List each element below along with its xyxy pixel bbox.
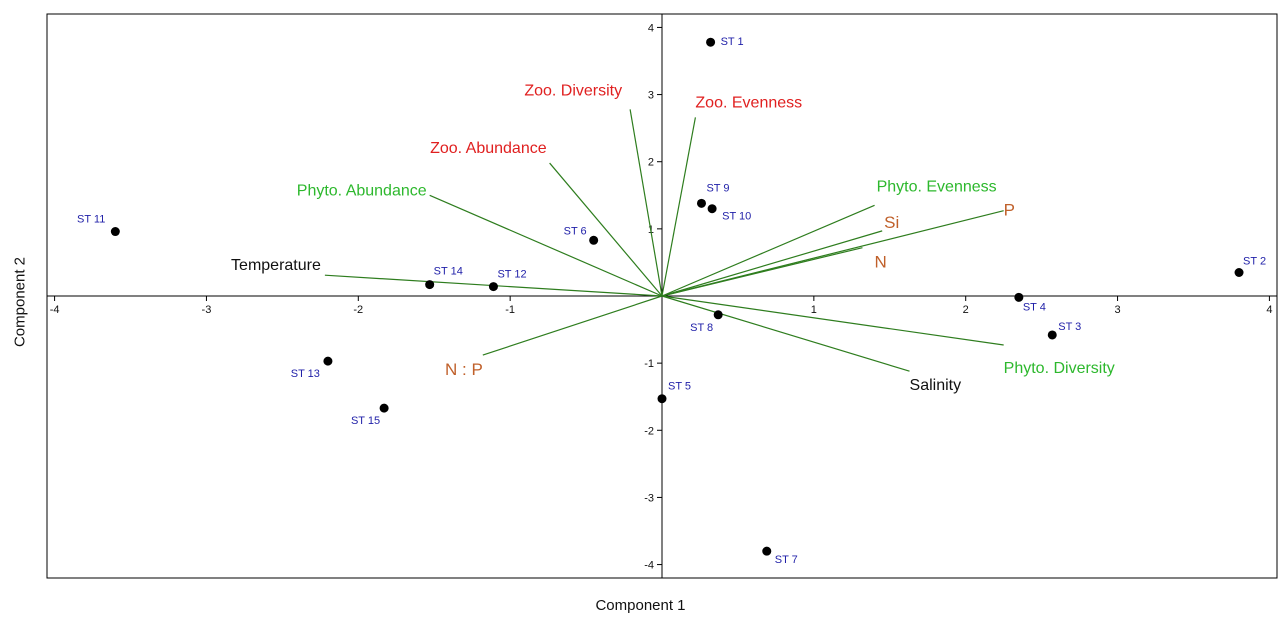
station-point-st-5 bbox=[657, 394, 667, 404]
station-point-st-1 bbox=[706, 37, 716, 47]
station-point-st-6 bbox=[589, 235, 599, 245]
station-point-st-12 bbox=[488, 282, 498, 292]
vector-line-n bbox=[661, 247, 863, 297]
labels-layer: Zoo. Diversity Zoo. Evenness Zoo. Abundanc… bbox=[77, 36, 1266, 566]
points-layer bbox=[110, 37, 1244, 556]
vector-line-zoo-diversity bbox=[629, 109, 663, 297]
station-label-st-6: ST 6 bbox=[564, 225, 587, 237]
x-tick-label: -4 bbox=[50, 304, 60, 316]
station-point-st-15 bbox=[379, 403, 389, 413]
vector-label-phyto-abundance: Phyto. Abundance bbox=[297, 182, 427, 199]
station-label-st-11: ST 11 bbox=[77, 214, 105, 226]
x-tick-label: -1 bbox=[505, 304, 515, 316]
vector-line-phyto-evenness bbox=[661, 204, 875, 297]
station-label-st-5: ST 5 bbox=[668, 381, 691, 393]
station-label-st-8: ST 8 bbox=[690, 322, 713, 334]
vector-label-zoo-evenness: Zoo. Evenness bbox=[695, 94, 802, 111]
vector-line-zoo-abundance bbox=[549, 162, 663, 297]
vector-line-salinity bbox=[661, 295, 910, 372]
station-point-st-8 bbox=[713, 310, 723, 320]
x-tick-label: 1 bbox=[811, 304, 817, 316]
station-label-st-10: ST 10 bbox=[722, 211, 751, 223]
station-label-st-15: ST 15 bbox=[351, 415, 380, 427]
station-point-st-2 bbox=[1234, 268, 1244, 277]
x-tick-label: 3 bbox=[1114, 304, 1120, 316]
station-label-st-1: ST 1 bbox=[721, 36, 744, 48]
x-tick-label: 2 bbox=[963, 304, 969, 316]
station-label-st-3: ST 3 bbox=[1058, 321, 1081, 333]
y-tick-label: 4 bbox=[648, 22, 654, 34]
vector-label-zoo-abundance: Zoo. Abundance bbox=[430, 140, 547, 157]
x-tick-label: 4 bbox=[1266, 304, 1272, 316]
x-axis-title: Component 1 bbox=[595, 597, 686, 614]
vector-label-p: P bbox=[1004, 201, 1015, 220]
station-point-st-10 bbox=[707, 204, 717, 214]
station-point-st-13 bbox=[323, 356, 333, 366]
station-label-st-7: ST 7 bbox=[775, 554, 798, 566]
station-point-st-9 bbox=[696, 198, 706, 208]
y-tick-label: 3 bbox=[648, 90, 654, 102]
station-point-st-7 bbox=[762, 546, 772, 556]
station-point-st-3 bbox=[1047, 330, 1057, 340]
y-tick-label: 2 bbox=[648, 157, 654, 169]
y-axis-title: Component 2 bbox=[11, 256, 29, 348]
vector-line-n-p bbox=[482, 295, 663, 356]
vector-label-si: Si bbox=[884, 213, 899, 232]
vector-label-temperature: Temperature bbox=[231, 257, 321, 274]
vector-line-phyto-diversity bbox=[661, 295, 1004, 346]
x-tick-label: -2 bbox=[353, 304, 363, 316]
y-tick-label: -2 bbox=[644, 425, 654, 437]
vector-line-phyto-abundance bbox=[429, 194, 663, 297]
station-label-st-14: ST 14 bbox=[434, 266, 463, 278]
vector-label-n-p: N : P bbox=[445, 360, 483, 379]
y-tick-label: -4 bbox=[644, 560, 654, 572]
y-tick-label: -1 bbox=[644, 358, 654, 370]
station-point-st-14 bbox=[425, 280, 435, 290]
vector-label-salinity: Salinity bbox=[910, 377, 962, 394]
vector-label-phyto-evenness: Phyto. Evenness bbox=[877, 178, 997, 195]
vector-label-n: N bbox=[874, 253, 886, 272]
vector-label-phyto-diversity: Phyto. Diversity bbox=[1004, 360, 1115, 377]
station-point-st-4 bbox=[1014, 292, 1024, 302]
x-tick-label: -3 bbox=[202, 304, 212, 316]
station-label-st-2: ST 2 bbox=[1243, 256, 1266, 268]
station-point-st-11 bbox=[110, 227, 120, 237]
vector-line-zoo-evenness bbox=[661, 117, 696, 297]
vector-line-si bbox=[661, 230, 883, 297]
station-label-st-4: ST 4 bbox=[1023, 301, 1046, 313]
station-label-st-13: ST 13 bbox=[291, 368, 320, 380]
station-label-st-9: ST 9 bbox=[706, 182, 729, 194]
vectors-layer bbox=[324, 109, 1004, 372]
y-tick-label: -3 bbox=[644, 492, 654, 504]
vector-label-zoo-diversity: Zoo. Diversity bbox=[524, 82, 622, 99]
station-label-st-12: ST 12 bbox=[497, 269, 526, 281]
